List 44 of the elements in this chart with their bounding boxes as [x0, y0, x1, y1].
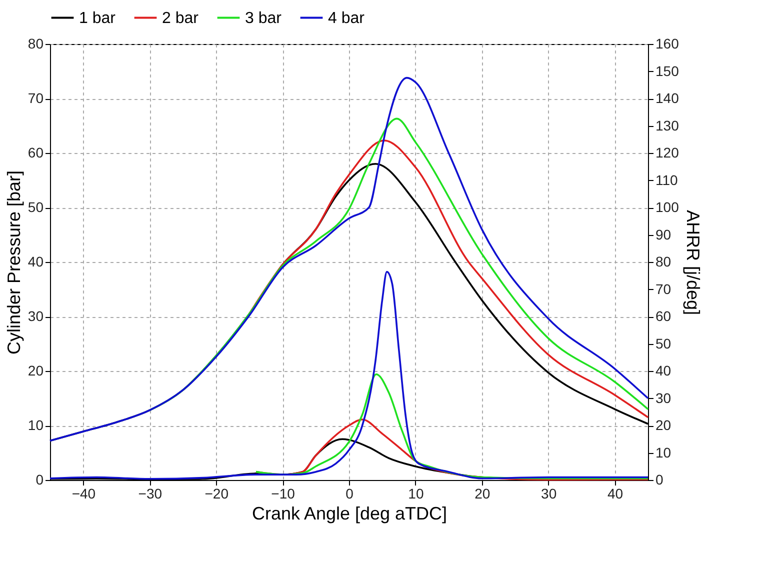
y-tick-label: 10 [28, 417, 44, 433]
legend-label: 4 bar [328, 10, 366, 27]
y2-tick-label: 100 [656, 199, 680, 215]
x-axis-title: Crank Angle [deg aTDC] [252, 504, 448, 524]
y2-tick-label: 160 [656, 36, 680, 52]
y2-axis-title: AHRR [j/deg] [682, 210, 703, 316]
y2-tick-label: 50 [656, 335, 672, 352]
y2-tick-label: 10 [656, 444, 672, 460]
y-tick-label: 30 [28, 308, 44, 324]
y2-tick-label: 80 [656, 254, 672, 270]
y-tick-label: 80 [28, 36, 44, 52]
y2-tick-label: 20 [656, 417, 672, 433]
x-tick-label: −20 [204, 486, 229, 502]
y2-tick-label: 60 [656, 308, 672, 324]
x-tick-label: 10 [408, 486, 424, 502]
y-axis-title: Cylinder Pressure [bar] [4, 170, 24, 355]
x-tick-label: −30 [138, 486, 162, 502]
line-series [248, 140, 649, 418]
y2-tick-label: 40 [656, 362, 672, 378]
y2-tick-label: 150 [656, 62, 680, 79]
x-tick-label: −40 [72, 486, 96, 502]
y-tick-label: 40 [28, 254, 44, 270]
x-tick-label: 30 [541, 486, 557, 502]
y2-tick-label: 90 [656, 226, 672, 242]
x-tick-label: 20 [474, 486, 490, 502]
legend-label: 3 bar [245, 10, 282, 27]
y2-tick-label: 140 [656, 90, 680, 106]
y2-tick-label: 0 [656, 472, 664, 488]
x-tick-label: 40 [607, 486, 624, 502]
legend-label: 1 bar [79, 10, 116, 27]
y2-tick-label: 30 [656, 390, 672, 406]
y2-tick-label: 70 [656, 280, 672, 297]
y-tick-label: 0 [36, 472, 44, 488]
y2-tick-label: 110 [656, 172, 678, 188]
y2-tick-label: 120 [656, 144, 680, 160]
y-tick-label: 60 [28, 144, 44, 160]
y-tick-label: 20 [28, 362, 44, 378]
x-tick-label: 0 [346, 486, 354, 502]
y-tick-label: 70 [28, 90, 44, 106]
legend-label: 2 bar [162, 10, 200, 27]
line-series [255, 373, 649, 480]
x-tick-label: −10 [271, 486, 296, 502]
y2-tick-label: 130 [656, 117, 680, 134]
y-tick-label: 50 [28, 199, 44, 215]
